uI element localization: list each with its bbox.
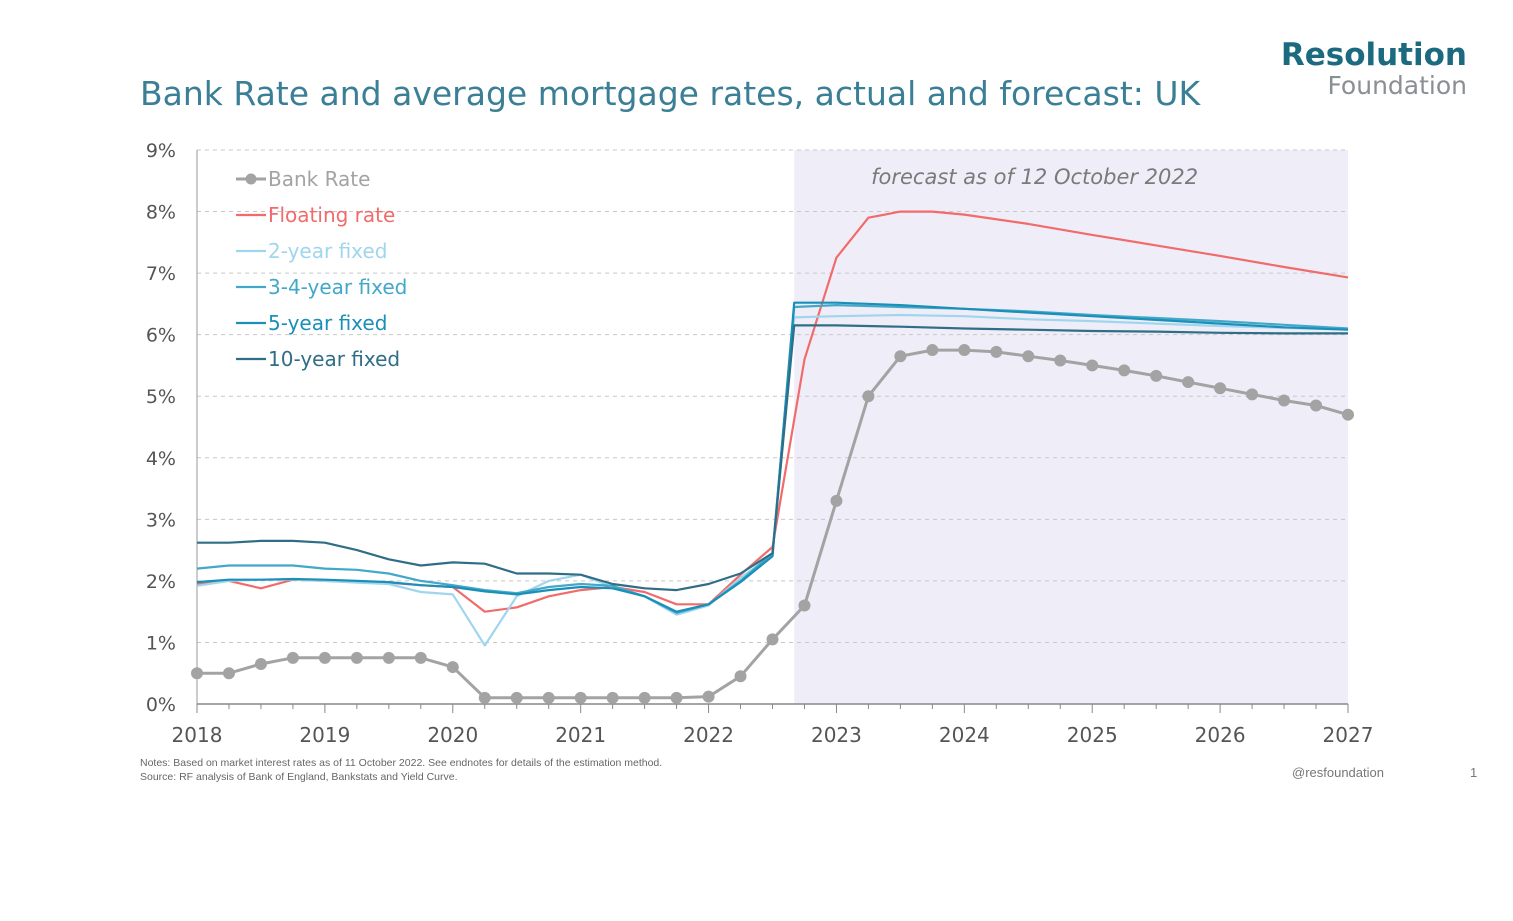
x-tick-label: 2025	[1067, 723, 1118, 747]
bank-rate-point	[222, 667, 235, 680]
chart-notes: Notes: Based on market interest rates as…	[140, 756, 662, 784]
forecast-region	[794, 150, 1348, 704]
series-line-10-year-fixed	[197, 324, 1348, 592]
bank-rate-point	[926, 344, 939, 357]
y-tick-label: 4%	[146, 448, 176, 470]
legend-label: Bank Rate	[268, 167, 370, 191]
bank-rate-point	[318, 651, 331, 664]
bank-rate-point	[1182, 376, 1195, 389]
forecast-label: forecast as of 12 October 2022	[871, 165, 1198, 189]
bank-rate-point	[1246, 388, 1259, 401]
source-line: Source: RF analysis of Bank of England, …	[140, 771, 458, 783]
bank-rate-point	[446, 661, 459, 674]
y-tick-label: 2%	[146, 571, 176, 593]
page-number: 1	[1470, 765, 1478, 780]
bank-rate-point	[1022, 350, 1035, 363]
bank-rate-point	[414, 651, 427, 664]
legend-label: 3-4-year fixed	[268, 275, 407, 299]
twitter-handle: @resfoundation	[1292, 765, 1384, 780]
bank-rate-point	[894, 350, 907, 363]
x-tick-label: 2023	[811, 723, 862, 747]
y-tick-label: 1%	[146, 632, 176, 654]
bank-rate-point	[542, 691, 555, 704]
x-tick-label: 2018	[172, 723, 223, 747]
logo-line1: Resolution	[1280, 37, 1467, 73]
bank-rate-point	[670, 691, 683, 704]
bank-rate-point	[1214, 382, 1227, 395]
chart-title: Bank Rate and average mortgage rates, ac…	[140, 74, 1201, 113]
x-tick-label: 2027	[1323, 723, 1374, 747]
x-tick-label: 2021	[555, 723, 606, 747]
x-tick-label: 2026	[1195, 723, 1246, 747]
bank-rate-point	[574, 691, 587, 704]
x-tick-label: 2024	[939, 723, 990, 747]
x-tick-label: 2020	[427, 723, 478, 747]
x-tick-label: 2019	[299, 723, 350, 747]
bank-rate-point	[1054, 354, 1067, 367]
bank-rate-point	[702, 690, 715, 703]
resolution-foundation-logo: Resolution Foundation	[1280, 37, 1467, 100]
bank-rate-point	[766, 633, 779, 646]
bank-rate-point	[1086, 359, 1099, 372]
bank-rate-point	[638, 691, 651, 704]
bank-rate-point	[510, 691, 523, 704]
bank-rate-point	[990, 345, 1003, 358]
bank-rate-point	[382, 651, 395, 664]
bank-rate-point	[478, 691, 491, 704]
y-tick-label: 5%	[146, 386, 176, 408]
y-tick-label: 7%	[146, 263, 176, 285]
notes-line: Notes: Based on market interest rates as…	[140, 757, 663, 769]
bank-rate-point	[798, 599, 811, 612]
bank-rate-point	[1278, 394, 1291, 407]
bank-rate-point	[606, 691, 619, 704]
y-tick-label: 8%	[146, 202, 176, 224]
legend-label: 2-year fixed	[268, 239, 387, 263]
bank-rate-point	[862, 390, 875, 403]
bank-rate-point	[958, 344, 971, 357]
legend-label: 5-year fixed	[268, 311, 387, 335]
bank-rate-point	[1342, 408, 1354, 421]
y-tick-label: 9%	[146, 140, 176, 162]
legend-label: 10-year fixed	[268, 347, 400, 371]
bank-rate-point	[1310, 399, 1323, 412]
bank-rate-point	[1118, 364, 1131, 377]
bank-rate-point	[734, 670, 747, 683]
x-tick-label: 2022	[683, 723, 734, 747]
bank-rate-point	[830, 494, 843, 507]
y-tick-label: 6%	[146, 325, 176, 347]
y-tick-label: 3%	[146, 509, 176, 531]
legend-marker	[245, 173, 257, 185]
bank-rate-point	[286, 651, 299, 664]
bank-rate-point	[350, 651, 363, 664]
y-tick-label: 0%	[146, 694, 176, 716]
bank-rate-point	[1150, 369, 1163, 382]
bank-rate-point	[254, 657, 267, 670]
bank-rate-point	[191, 667, 203, 680]
legend-label: Floating rate	[268, 203, 395, 227]
series-line-5-year-fixed	[196, 301, 1349, 613]
logo-line2: Foundation	[1327, 71, 1467, 100]
